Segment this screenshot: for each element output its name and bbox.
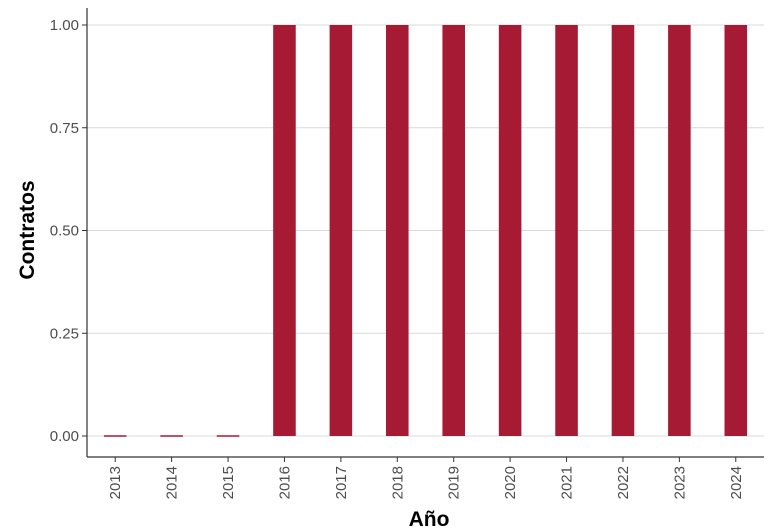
bar-2019 [442, 25, 465, 436]
y-tick-label: 0.50 [50, 223, 79, 240]
bar-2021 [555, 25, 578, 436]
y-tick-label: 0.75 [50, 120, 79, 137]
bar-2023 [668, 25, 691, 436]
y-axis-title: Contratos [16, 180, 39, 279]
bar-2016 [273, 25, 296, 436]
bar-2020 [498, 25, 522, 436]
x-tick-label: 2021 [559, 466, 576, 499]
x-tick-label: 2014 [164, 466, 181, 499]
x-tick-labels: 2013 2014 2015 2016 2017 2018 2019 2020 2021 2022… [107, 466, 745, 499]
x-tick-label: 2024 [728, 466, 745, 499]
x-tick-label: 2013 [107, 466, 124, 499]
x-tick-label: 2018 [389, 466, 406, 499]
x-tick-label: 2017 [333, 466, 350, 499]
bar-2017 [329, 25, 353, 436]
x-tick-label: 2016 [276, 466, 293, 499]
bar-2015 [216, 435, 240, 437]
x-tick-label: 2019 [446, 466, 463, 499]
x-tick-label: 2022 [615, 466, 632, 499]
bar-2024 [724, 25, 748, 436]
y-tick-label: 0.25 [50, 325, 79, 342]
axes [82, 8, 764, 462]
y-tick-label: 1.00 [50, 17, 79, 34]
bar-2013 [103, 435, 127, 437]
x-tick-label: 2020 [502, 466, 519, 499]
x-tick-label: 2023 [671, 466, 688, 499]
x-axis-title: Año [409, 508, 450, 531]
gridlines [87, 24, 764, 437]
x-tick-label: 2015 [220, 466, 237, 499]
bar-2022 [611, 25, 635, 436]
y-tick-label: 0.00 [50, 428, 79, 445]
y-tick-labels: 0.00 0.25 0.50 0.75 1.00 [50, 17, 79, 445]
bars [103, 25, 748, 437]
bar-2018 [386, 25, 409, 436]
bar-2014 [160, 435, 183, 437]
